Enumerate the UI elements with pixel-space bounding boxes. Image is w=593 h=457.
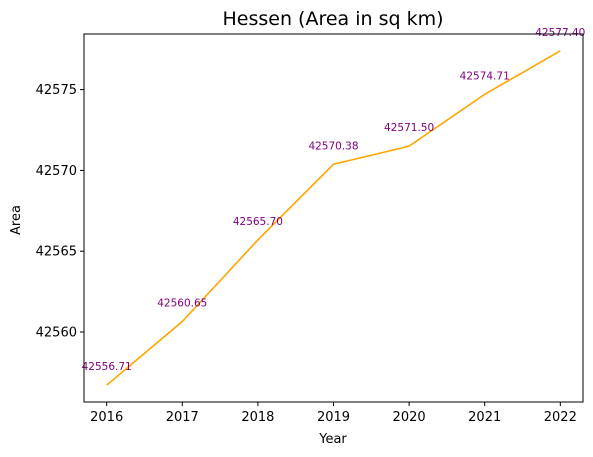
- series-line: [106, 50, 561, 386]
- plot-area-frame: [83, 33, 584, 403]
- x-tick-label: 2020: [393, 410, 426, 425]
- data-label: 42571.50: [384, 122, 434, 134]
- x-tick-label: 2021: [468, 410, 501, 425]
- data-label: 42577.40: [535, 27, 585, 39]
- x-tick-label: 2017: [166, 410, 199, 425]
- x-axis-ticks: 2016 2017 2018 2019 2020 2021 2022: [90, 402, 577, 425]
- data-label: 42560.65: [157, 298, 207, 310]
- x-tick-label: 2022: [544, 410, 577, 425]
- y-axis-ticks: 42560 42565 42570 42575: [36, 83, 84, 341]
- y-tick-label: 42560: [36, 326, 77, 341]
- x-tick-label: 2019: [317, 410, 350, 425]
- series-lines: [106, 50, 561, 386]
- y-axis-label: Area: [9, 205, 24, 235]
- chart-title: Hessen (Area in sq km): [222, 8, 443, 30]
- data-label: 42574.71: [460, 70, 510, 82]
- y-tick-label: 42570: [36, 164, 77, 179]
- data-label: 42570.38: [308, 140, 358, 152]
- x-axis-label: Year: [318, 432, 347, 447]
- x-tick-label: 2016: [90, 410, 123, 425]
- y-tick-label: 42575: [36, 83, 77, 98]
- data-label: 42556.71: [82, 361, 132, 373]
- data-labels: 42556.71 42560.65 42565.70 42570.38 42571.50…: [82, 27, 586, 373]
- x-tick-label: 2018: [241, 410, 274, 425]
- data-label: 42565.70: [233, 216, 283, 228]
- y-tick-label: 42565: [36, 245, 77, 260]
